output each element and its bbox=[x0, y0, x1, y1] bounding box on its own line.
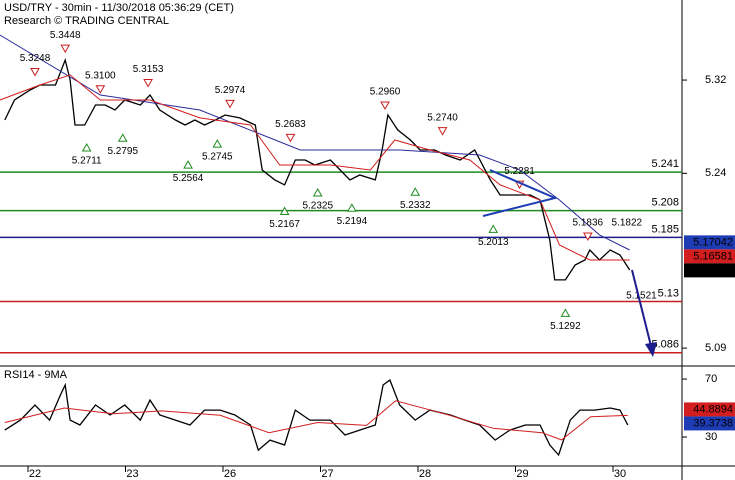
signal-up bbox=[212, 139, 223, 148]
signal-label: 5.3153 bbox=[133, 64, 164, 75]
signal-label: 5.2740 bbox=[427, 112, 458, 123]
price-tag bbox=[684, 235, 735, 250]
x-tick-label: 28 bbox=[419, 468, 431, 480]
price-tag-label: 39.3738 bbox=[693, 417, 733, 429]
y-tick-label: 30 bbox=[705, 431, 717, 443]
signal-label: 5.3100 bbox=[85, 70, 116, 81]
signal-down bbox=[30, 67, 40, 77]
signal-label: 5.2013 bbox=[478, 237, 509, 248]
signal-label: 5.2974 bbox=[215, 85, 246, 96]
signal-down bbox=[380, 101, 390, 111]
price-tag-label: 5.16581 bbox=[693, 250, 733, 262]
x-tick-label: 22 bbox=[29, 468, 41, 480]
signal-label: 5.1292 bbox=[550, 321, 581, 332]
rsi-title: RSI14 - 9MA bbox=[4, 369, 68, 381]
signal-label: 5.1836 bbox=[573, 218, 604, 229]
x-tick-label: 29 bbox=[516, 468, 528, 480]
level-label: 5.086 bbox=[651, 339, 679, 351]
triangle-pattern bbox=[482, 169, 559, 217]
y-tick-label: 70 bbox=[705, 373, 717, 385]
series-line bbox=[4, 378, 629, 457]
signal-label: 5.2167 bbox=[269, 219, 300, 230]
signal-down bbox=[143, 79, 153, 88]
forecast-arrowhead bbox=[645, 342, 657, 357]
signal-label: 5.2332 bbox=[400, 200, 431, 211]
price-tag bbox=[684, 263, 735, 278]
level-label: 5.13 bbox=[658, 287, 679, 299]
y-tick-label: 5.24 bbox=[705, 167, 726, 179]
x-tick-label: 23 bbox=[126, 468, 138, 480]
level-label: 5.241 bbox=[651, 158, 679, 170]
price-tag-label: 5.1567 bbox=[699, 264, 733, 276]
price-tag bbox=[684, 249, 735, 264]
chart-subtitle: Research © TRADING CENTRAL bbox=[4, 15, 169, 27]
price-tag-label: 5.17042 bbox=[693, 236, 733, 248]
signal-down bbox=[437, 127, 448, 136]
chart-title: USD/TRY - 30min - 11/30/2018 05:36:29 (C… bbox=[4, 2, 234, 14]
signal-label: 5.2745 bbox=[202, 152, 233, 163]
signal-up bbox=[279, 206, 290, 215]
level-label: 5.185 bbox=[651, 223, 679, 235]
signal-label: 5.3448 bbox=[50, 30, 81, 41]
x-tick-label: 26 bbox=[224, 468, 236, 480]
signal-up bbox=[488, 224, 499, 233]
signal-down bbox=[60, 44, 71, 54]
signal-down bbox=[95, 85, 106, 94]
signal-up bbox=[560, 308, 571, 317]
forecast-arrow bbox=[631, 269, 652, 347]
level-label: 5.208 bbox=[651, 196, 679, 208]
price-tag bbox=[684, 416, 735, 431]
series-line bbox=[0, 74, 630, 261]
y-tick-label: 5.32 bbox=[705, 74, 726, 86]
signal-label: 5.2960 bbox=[370, 87, 401, 98]
signal-up bbox=[347, 203, 357, 212]
x-tick-label: 27 bbox=[321, 468, 333, 480]
price-tag bbox=[684, 402, 735, 417]
signal-label: 5.2711 bbox=[72, 156, 102, 167]
signal-label: 5.3248 bbox=[20, 53, 51, 64]
series-line bbox=[4, 400, 628, 441]
signal-up bbox=[410, 187, 421, 196]
signal-down bbox=[225, 99, 235, 109]
signal-label: 5.1822 bbox=[612, 217, 643, 228]
signal-label: 5.2325 bbox=[302, 201, 333, 212]
signal-down bbox=[285, 133, 296, 143]
rsi-panel: 70 30 44.8894 39.3738 bbox=[4, 373, 735, 457]
signal-label: 5.2194 bbox=[337, 216, 368, 227]
signal-down bbox=[582, 232, 593, 242]
signal-up bbox=[312, 188, 323, 197]
signal-label: 5.2281 bbox=[504, 166, 535, 177]
y-tick-label: 5.09 bbox=[705, 342, 726, 354]
signal-up bbox=[117, 133, 128, 142]
signal-up bbox=[81, 143, 92, 152]
signal-label: 5.2564 bbox=[173, 173, 204, 184]
signal-label: 5.2683 bbox=[275, 119, 306, 130]
x-tick-label: 30 bbox=[614, 468, 626, 480]
price-panel: 5.32 5.24 5.09 5.241 5.208 5.185 5.13 5.086 5.32… bbox=[0, 30, 735, 354]
signal-up bbox=[183, 160, 193, 169]
price-tag-label: 44.8894 bbox=[693, 403, 733, 415]
signal-label: 5.2795 bbox=[107, 146, 138, 157]
signal-label: 5.1521 bbox=[626, 290, 657, 301]
